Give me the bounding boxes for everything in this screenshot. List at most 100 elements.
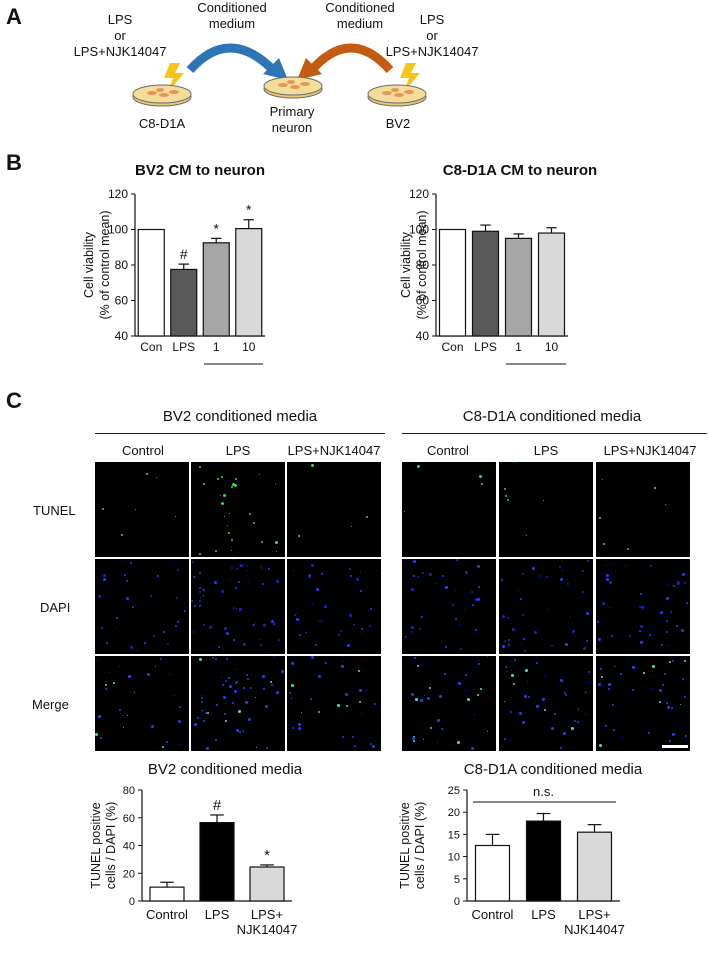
- c8-viability-bar-2: [471, 230, 500, 337]
- bv2-viability-xtick-label-3: 1: [213, 340, 220, 354]
- row-label-tunel: TUNEL: [33, 503, 76, 518]
- bv2-viability-annotation-3: *: [214, 220, 220, 236]
- bv2-col-lps: LPS: [225, 443, 251, 458]
- bv2-merge-tile-1: [95, 656, 189, 751]
- bv2-viability-title: BV2 CM to neuron: [135, 162, 265, 179]
- c8-tunel-bar-2: [525, 820, 562, 902]
- right-dish-icon: [367, 84, 427, 107]
- panel-c-letter: C: [6, 388, 22, 413]
- row-label-merge: Merge: [32, 697, 69, 712]
- bv2-viability-ylabel-line1: Cell viability: [82, 231, 96, 298]
- bv2-tunel-ytick-label-40: 40: [123, 841, 135, 853]
- c8-tunel-ylabel-line2: cells / DAPI (%): [413, 802, 427, 890]
- schematic-diagram: [132, 43, 427, 107]
- c8-tunel-ytick-label-0: 0: [454, 896, 460, 908]
- right-arrow-head: [297, 58, 322, 80]
- bv2-col-control: Control: [122, 443, 164, 458]
- bv2-tunel-tile-2: [191, 462, 285, 557]
- bv2-viability-bar-2: [170, 268, 198, 337]
- bv2-tunel-ylabel-line2: cells / DAPI (%): [104, 802, 118, 890]
- bv2-tunel-tile-1: [95, 462, 189, 557]
- c8-viability-chart: C8-D1A CM to neuron 40 60 80 100 120 Cell viab…: [399, 162, 597, 365]
- bv2-tunel-ytick-label-80: 80: [123, 785, 135, 797]
- c8-viability-title: C8-D1A CM to neuron: [443, 162, 597, 179]
- c8-viability-ytick-label-120: 120: [409, 187, 429, 201]
- bv2-viability-ytick-label-100: 100: [108, 223, 128, 237]
- bv2-tunel-xtick-label-3-1: LPS+: [251, 907, 283, 922]
- bv2-tunel-xtick-label-2: LPS: [205, 907, 230, 922]
- bv2-viability-chart: BV2 CM to neuron 40 60 80 100 120 Cell viabili…: [82, 162, 265, 365]
- c8-dapi-tile-1: [402, 559, 496, 654]
- bv2-viability-bar-3: [202, 242, 230, 337]
- right-curved-arrow: [306, 43, 394, 75]
- bv2-tunel-annotation-3: *: [264, 847, 270, 864]
- center-dish-label-line1: Primary: [269, 104, 315, 119]
- panel-b-letter: B: [6, 150, 22, 175]
- c8-header-rule: [402, 433, 707, 434]
- bv2-viability-ytick-label-60: 60: [115, 294, 129, 308]
- left-treatment-line3: LPS+NJK14047: [73, 44, 167, 59]
- bv2-merge-tile-2: [191, 656, 285, 751]
- c8-tunel-significance-label: n.s.: [533, 784, 554, 799]
- left-treatment-line2: or: [114, 28, 126, 43]
- bv2-tunel-ytick-label-20: 20: [123, 868, 135, 880]
- c8-tunel-tile-1: [402, 462, 496, 557]
- left-treatment-line1: LPS: [107, 12, 133, 27]
- bv2-viability-xtick-label-1: Con: [140, 340, 162, 354]
- bv2-tunel-title: BV2 conditioned media: [148, 761, 303, 778]
- c8-tunel-xtick-label-3-1: LPS+: [578, 907, 610, 922]
- c8-viability-bar-3: [504, 237, 533, 337]
- c8-merge-tile-1: [402, 656, 496, 751]
- bv2-viability-bar-4: [235, 228, 263, 337]
- c8-viability-xtick-label-1: Con: [441, 340, 463, 354]
- bv2-tunel-xtick-label-1: Control: [146, 907, 188, 922]
- c8-col-lps: LPS: [533, 443, 559, 458]
- c8-viability-xtick-label-3: 1: [515, 340, 522, 354]
- left-arrow-label-line1: Conditioned: [197, 0, 267, 15]
- right-arrow-label-line1: Conditioned: [325, 0, 395, 15]
- scale-bar-icon: [662, 745, 688, 748]
- c8-viability-ylabel-line1: Cell viability: [399, 231, 413, 298]
- bv2-tunel-bar-2: [199, 822, 235, 902]
- bv2-tunel-bar-1: [149, 886, 185, 902]
- c8-viability-ytick-label-100: 100: [409, 223, 429, 237]
- c8-tunel-xtick-label-3-2: NJK14047: [564, 922, 625, 937]
- c8-tunel-tile-2: [499, 462, 593, 557]
- c8-col-control: Control: [427, 443, 469, 458]
- c8-col-lps-njk: LPS+NJK14047: [603, 443, 697, 458]
- c8-merge-tile-3: [596, 656, 690, 751]
- bv2-viability-xtick-label-4: 10: [242, 340, 256, 354]
- c8-viability-ylabel-line2: (% of control mean): [415, 210, 429, 319]
- bv2-viability-ytick-label-120: 120: [108, 187, 128, 201]
- left-dish-icon: [132, 84, 192, 107]
- bv2-dapi-tile-2: [191, 559, 285, 654]
- bv2-tunel-ytick-label-0: 0: [129, 896, 135, 908]
- c8-tunel-bar-3: [576, 831, 613, 902]
- c8-tunel-ytick-label-20: 20: [448, 807, 460, 819]
- left-arrow-label-line2: medium: [208, 16, 256, 31]
- bv2-dapi-tile-1: [95, 559, 189, 654]
- bv2-viability-annotation-2: #: [180, 246, 188, 262]
- c8-viability-bar-4: [537, 232, 566, 337]
- right-arrow-label-line2: medium: [336, 16, 384, 31]
- c8-tunel-ytick-label-15: 15: [448, 829, 460, 841]
- right-dish-label: BV2: [385, 116, 411, 131]
- left-curved-arrow: [186, 43, 279, 76]
- c8-viability-xtick-label-2: LPS: [474, 340, 497, 354]
- right-treatment-line3: LPS+NJK14047: [385, 44, 479, 59]
- center-dish-icon: [263, 76, 323, 99]
- bv2-viability-ytick-label-80: 80: [115, 258, 129, 272]
- row-label-dapi: DAPI: [40, 600, 71, 615]
- c8-tunel-xtick-label-1: Control: [472, 907, 514, 922]
- bv2-tunel-chart: BV2 conditioned media 0 20 40 60 80 TUNEL posi…: [89, 761, 303, 937]
- bv2-merge-tile-3: [287, 656, 381, 751]
- bv2-viability-bar-1: [137, 228, 165, 337]
- bv2-dapi-tile-3: [287, 559, 381, 654]
- bv2-header-rule: [95, 433, 385, 434]
- c8-tunel-ytick-label-10: 10: [448, 852, 460, 864]
- bv2-tunel-bar-3: [249, 866, 285, 902]
- c8-dapi-tile-2: [499, 559, 593, 654]
- c8-viability-ytick-label-80: 80: [416, 258, 430, 272]
- c8-tunel-xtick-label-2: LPS: [531, 907, 556, 922]
- c8-merge-tile-2: [499, 656, 593, 751]
